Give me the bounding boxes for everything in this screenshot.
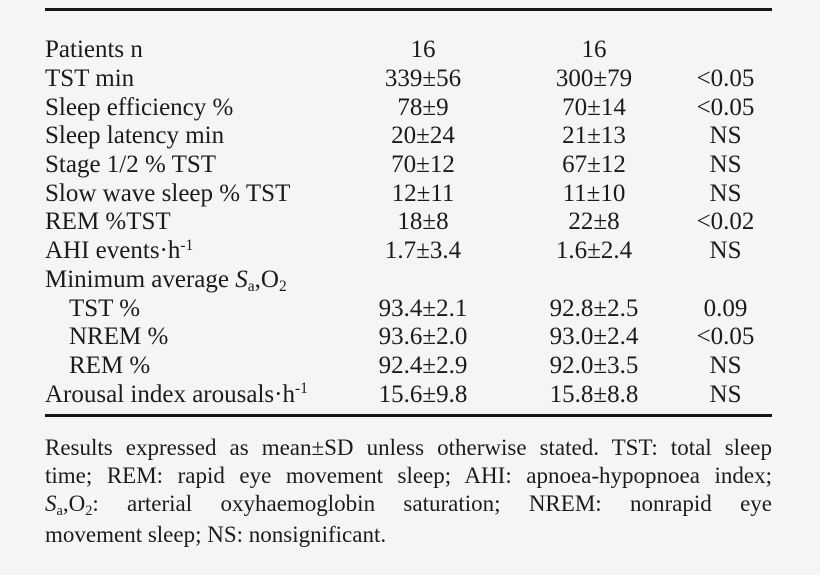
row-label: Patients n: [45, 36, 337, 64]
text-segment: AHI events·h: [45, 237, 181, 265]
row-label: Slow wave sleep % TST: [45, 180, 337, 208]
table-row: REM % 92.4±2.9 92.0±3.5 NS: [45, 352, 772, 381]
value-cell: 11±10: [562, 179, 626, 207]
row-label: Minimum average Sa,O2: [45, 265, 337, 296]
value-cell: 93.6±2.0: [378, 323, 468, 351]
value-cell: 1.6±2.4: [555, 237, 633, 265]
value-cell: 67±12: [562, 151, 626, 179]
text-segment: Minimum average: [45, 265, 236, 293]
table-row: Slow wave sleep % TST 12±11 11±10 NS: [45, 179, 772, 208]
value-cell: 15.6±9.8: [378, 380, 468, 408]
text-segment: time; REM: rapid eye movement sleep; AHI…: [45, 462, 772, 488]
row-label: NREM %: [45, 323, 337, 351]
results-table: Patients n 16 16 TST min 339±56 300±79 <0.05 Sl…: [45, 36, 772, 409]
p-value-cell: <0.05: [696, 65, 755, 93]
text-segment: -1: [180, 236, 194, 254]
text-segment: Patients n: [45, 36, 143, 64]
row-label: REM %TST: [45, 208, 337, 236]
table-footnote: Results expressed as mean±SD unless othe…: [45, 434, 772, 549]
table-row: Stage 1/2 % TST 70±12 67±12 NS: [45, 151, 772, 180]
table-row: Arousal index arousals·h-1 15.6±9.8 15.8±8…: [45, 380, 772, 409]
table-top-rule: [45, 8, 772, 11]
value-cell: 15.8±8.8: [549, 380, 639, 408]
footnote-line: movement sleep; NS: nonsignificant.: [45, 521, 772, 549]
value-cell: 1.7±3.4: [384, 237, 462, 265]
p-value-cell: NS: [709, 151, 742, 179]
table-row: Patients n 16 16: [45, 36, 772, 65]
value-cell: 16: [581, 36, 607, 64]
table-row: TST min 339±56 300±79 <0.05: [45, 65, 772, 94]
row-label: TST %: [45, 295, 337, 323]
text-segment: 2: [278, 278, 287, 296]
text-segment: TST %: [69, 294, 141, 322]
table-row: TST % 93.4±2.1 92.8±2.5 0.09: [45, 294, 772, 323]
text-segment: NREM %: [69, 323, 169, 351]
row-label: Stage 1/2 % TST: [45, 151, 337, 179]
value-cell: 21±13: [562, 122, 626, 150]
text-segment: Stage 1/2 % TST: [45, 151, 217, 179]
p-value-cell: <0.05: [696, 323, 755, 351]
footnote-line: Sa,O2: arterial oxyhaemoglobin saturatio…: [45, 490, 772, 521]
text-segment: Sleep latency min: [45, 122, 225, 150]
table-row: Sleep latency min 20±24 21±13 NS: [45, 122, 772, 151]
row-label: REM %: [45, 352, 337, 380]
row-label: Sleep latency min: [45, 122, 337, 150]
text-segment: S: [45, 490, 57, 516]
p-value-cell: NS: [709, 179, 742, 207]
text-segment: TST min: [45, 65, 135, 93]
row-label: Sleep efficiency %: [45, 94, 337, 122]
text-segment: Slow wave sleep % TST: [45, 179, 291, 207]
text-segment: a: [247, 278, 255, 296]
table-bottom-rule: [45, 413, 772, 417]
text-segment: REM %TST: [45, 208, 171, 236]
table-row: AHI events·h-1 1.7±3.4 1.6±2.4 NS: [45, 237, 772, 266]
table-row: REM %TST 18±8 22±8 <0.02: [45, 208, 772, 237]
value-cell: 70±14: [562, 93, 626, 121]
value-cell: 16: [410, 36, 436, 64]
p-value-cell: <0.02: [696, 208, 755, 236]
value-cell: 20±24: [391, 122, 455, 150]
value-cell: 22±8: [568, 208, 620, 236]
text-segment: ,O: [254, 265, 279, 293]
value-cell: 92.0±3.5: [549, 351, 639, 379]
row-label: Arousal index arousals·h-1: [45, 380, 337, 409]
p-value-cell: NS: [709, 237, 742, 265]
text-segment: Results expressed as mean±SD unless othe…: [45, 434, 772, 460]
footnote-line: Results expressed as mean±SD unless othe…: [45, 434, 772, 462]
text-segment: REM %: [69, 351, 151, 379]
value-cell: 78±9: [397, 93, 449, 121]
value-cell: 339±56: [384, 65, 462, 93]
p-value-cell: 0.09: [703, 294, 748, 322]
text-segment: S: [235, 265, 248, 293]
text-segment: -1: [294, 380, 308, 398]
text-segment: ,O: [62, 490, 86, 516]
value-cell: 300±79: [555, 65, 633, 93]
table-row: Sleep efficiency % 78±9 70±14 <0.05: [45, 93, 772, 122]
p-value-cell: NS: [709, 380, 742, 408]
footnote-line: time; REM: rapid eye movement sleep; AHI…: [45, 462, 772, 490]
value-cell: 93.0±2.4: [549, 323, 639, 351]
value-cell: 70±12: [391, 151, 455, 179]
row-label: AHI events·h-1: [45, 237, 337, 265]
text-segment: 2: [85, 502, 93, 519]
text-segment: : arterial oxyhaemoglobin saturation; NR…: [92, 490, 772, 516]
p-value-cell: NS: [709, 351, 742, 379]
table-row: NREM % 93.6±2.0 93.0±2.4 <0.05: [45, 323, 772, 352]
text-segment: Sleep efficiency %: [45, 93, 234, 121]
value-cell: 92.8±2.5: [549, 294, 639, 322]
p-value-cell: NS: [709, 122, 742, 150]
text-segment: movement sleep; NS: nonsignificant.: [45, 521, 387, 547]
value-cell: 93.4±2.1: [378, 294, 468, 322]
p-value-cell: <0.05: [696, 93, 755, 121]
value-cell: 92.4±2.9: [378, 351, 468, 379]
text-segment: Arousal index arousals·h: [45, 380, 295, 408]
row-label: TST min: [45, 65, 337, 93]
value-cell: 18±8: [397, 208, 449, 236]
value-cell: 12±11: [391, 179, 455, 207]
table-row: Minimum average Sa,O2: [45, 266, 772, 295]
text-segment: a: [56, 502, 63, 519]
